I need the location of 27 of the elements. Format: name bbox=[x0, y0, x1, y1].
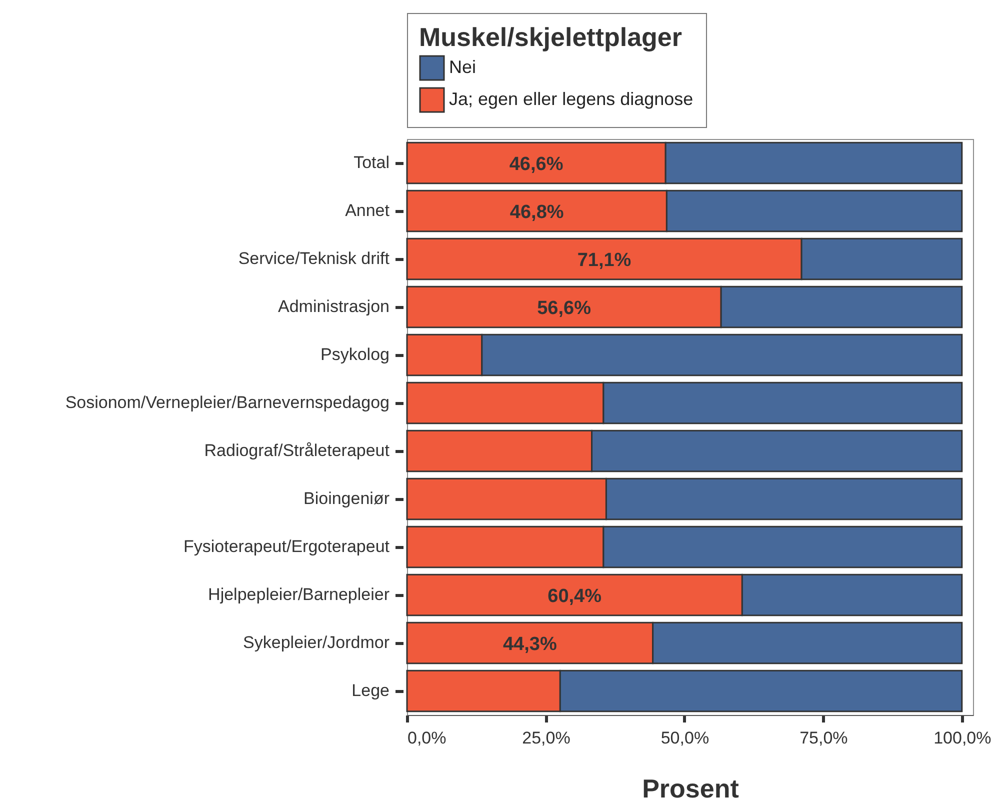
y-tick-label: Bioingeniør bbox=[304, 489, 390, 508]
data-label: 46,8% bbox=[510, 202, 564, 223]
legend-title: Muskel/skjelettplager bbox=[419, 22, 682, 52]
x-tick-label: 100,0% bbox=[934, 728, 992, 748]
data-label: 44,3% bbox=[502, 634, 557, 655]
x-tick-label: 50,0% bbox=[660, 728, 710, 748]
y-tick-label: Sykepleier/Jordmor bbox=[243, 633, 390, 652]
y-tick-label: Sosionom/Vernepleier/Barnevernspedagog bbox=[65, 393, 390, 412]
x-axis-title: Prosent bbox=[642, 774, 740, 804]
y-tick-label: Hjelpepleier/Barnepleier bbox=[208, 585, 390, 604]
data-label: 46,6% bbox=[509, 154, 564, 175]
y-tick-label: Administrasjon bbox=[278, 297, 390, 316]
y-tick-label: Psykolog bbox=[320, 345, 390, 364]
data-label: 60,4% bbox=[548, 586, 602, 607]
data-label: 56,6% bbox=[537, 298, 592, 319]
y-tick-label: Service/Teknisk drift bbox=[238, 249, 390, 268]
y-tick-label: Lege bbox=[352, 681, 390, 700]
legend-label: Nei bbox=[449, 57, 476, 77]
y-tick-label: Total bbox=[354, 153, 390, 172]
y-tick-label: Radiograf/Stråleterapeut bbox=[204, 441, 390, 460]
x-tick-label: 75,0% bbox=[800, 728, 848, 748]
x-tick-label: 25,0% bbox=[522, 728, 570, 748]
data-label: 71,1% bbox=[577, 250, 632, 271]
x-tick-label: 0,0% bbox=[408, 728, 446, 748]
legend-label: Ja; egen eller legens diagnose bbox=[449, 89, 694, 109]
y-tick-label: Fysioterapeut/Ergoterapeut bbox=[183, 537, 390, 556]
y-tick-label: Annet bbox=[345, 201, 390, 220]
